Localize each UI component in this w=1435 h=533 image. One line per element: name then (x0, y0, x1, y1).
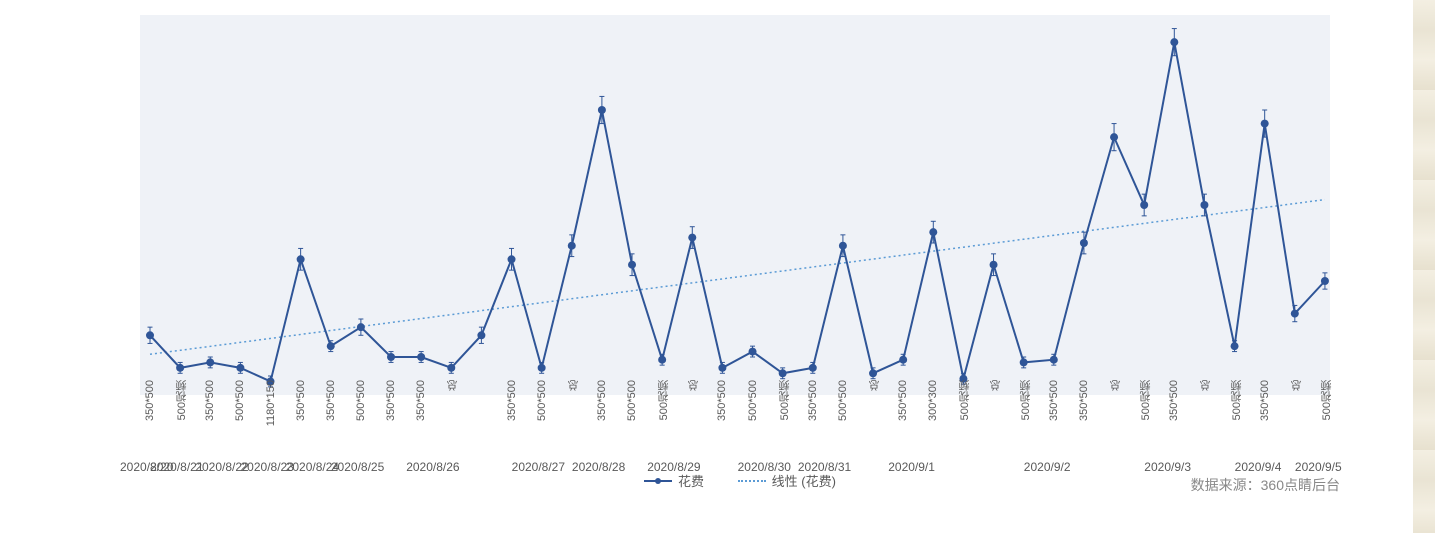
data-marker (598, 106, 606, 114)
data-marker (447, 364, 455, 372)
data-marker (809, 364, 817, 372)
x-tick-label: 300*300 (927, 380, 939, 421)
x-tick-label: 350*500 (1259, 380, 1271, 421)
x-tick-label: 350*500 (204, 380, 216, 421)
x-tick-label: 350*500 (144, 380, 156, 421)
x-tick-label: 500*500 (747, 380, 759, 421)
x-tick-label: 500*500 (626, 380, 638, 421)
x-tick-label: 350*500 (295, 380, 307, 421)
data-marker (1200, 201, 1208, 209)
x-tick-label: 500*500 (536, 380, 548, 421)
x-tick-label: 350*500 (385, 380, 397, 421)
legend-label-trend: 线性 (花费) (772, 471, 836, 490)
x-tick-label: 总 (1108, 380, 1124, 391)
data-marker (688, 234, 696, 242)
data-marker (749, 348, 757, 356)
x-tick-label: 500视频 (1138, 380, 1154, 420)
legend-line-trend (738, 480, 766, 482)
data-marker (568, 242, 576, 250)
data-marker (1080, 239, 1088, 247)
x-axis-category-labels: 350*500500视频350*500500*5001180*150350*50… (140, 400, 1330, 460)
data-marker (718, 364, 726, 372)
x-tick-label: 350*500 (807, 380, 819, 421)
data-marker (1020, 358, 1028, 366)
x-tick-label: 总 (1198, 380, 1214, 391)
x-tick-label: 350*500 (1078, 380, 1090, 421)
data-marker (1231, 342, 1239, 350)
x-tick-label: 500视频 (1018, 380, 1034, 420)
data-marker (357, 323, 365, 331)
data-marker (839, 242, 847, 250)
x-tick-label: 350*500 (415, 380, 427, 421)
data-marker (929, 228, 937, 236)
decorative-right-strip (1413, 0, 1435, 533)
data-marker (327, 342, 335, 350)
x-tick-label: 350*500 (716, 380, 728, 421)
source-note: 数据来源：360点睛后台 (1191, 475, 1340, 495)
x-tick-label: 350*500 (506, 380, 518, 421)
x-tick-label: 350*500 (897, 380, 909, 421)
data-marker (899, 356, 907, 364)
data-marker (869, 369, 877, 377)
x-tick-label: 500视频 (174, 380, 190, 420)
x-tick-label: 总 (445, 380, 461, 391)
data-marker (1261, 120, 1269, 128)
data-marker (508, 255, 516, 263)
chart-svg (140, 15, 1330, 395)
data-marker (1140, 201, 1148, 209)
x-tick-label: 总 (566, 380, 582, 391)
data-marker (417, 353, 425, 361)
data-marker (628, 261, 636, 269)
data-marker (1110, 133, 1118, 141)
x-tick-label: 总 (867, 380, 883, 391)
data-marker (477, 331, 485, 339)
legend-label-series: 花费 (678, 471, 704, 490)
x-tick-label: 500视频 (656, 380, 672, 420)
data-marker (658, 356, 666, 364)
data-marker (779, 369, 787, 377)
data-marker (538, 364, 546, 372)
chart-container: 350*500 500视频 350*500 500*500 1180*150 350*50… (80, 10, 1400, 520)
x-tick-label: 350*500 (596, 380, 608, 421)
x-tick-label: 500视频 (777, 380, 793, 420)
data-marker (1050, 356, 1058, 364)
x-tick-label: 500视频 (1319, 380, 1335, 420)
data-marker (1170, 38, 1178, 46)
x-tick-label: 总 (1289, 380, 1305, 391)
legend-marker-icon (655, 478, 661, 484)
data-marker (387, 353, 395, 361)
series-line (150, 42, 1325, 381)
data-marker (1321, 277, 1329, 285)
data-marker (1291, 310, 1299, 318)
x-tick-label: 1180*150 (265, 380, 277, 426)
legend-line-series (644, 480, 672, 482)
data-marker (990, 261, 998, 269)
x-tick-label: 总 (988, 380, 1004, 391)
x-tick-label: 500视频 (957, 380, 973, 420)
x-tick-label: 500视频 (1229, 380, 1245, 420)
data-marker (146, 331, 154, 339)
x-tick-label: 500*500 (837, 380, 849, 421)
data-marker (176, 364, 184, 372)
data-marker (236, 364, 244, 372)
x-tick-label: 350*500 (1048, 380, 1060, 421)
data-marker (297, 255, 305, 263)
legend-item-trend: 线性 (花费) (738, 471, 836, 490)
x-tick-label: 500*500 (355, 380, 367, 421)
legend-item-series: 花费 (644, 471, 704, 490)
x-tick-label: 总 (686, 380, 702, 391)
x-tick-label: 500*500 (234, 380, 246, 421)
x-tick-label: 350*500 (1168, 380, 1180, 421)
data-marker (206, 358, 214, 366)
x-tick-label: 350*500 (325, 380, 337, 421)
